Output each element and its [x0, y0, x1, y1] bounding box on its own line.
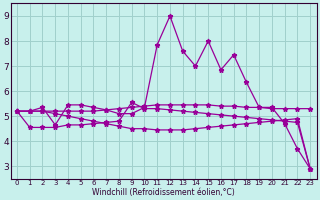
X-axis label: Windchill (Refroidissement éolien,°C): Windchill (Refroidissement éolien,°C): [92, 188, 235, 197]
